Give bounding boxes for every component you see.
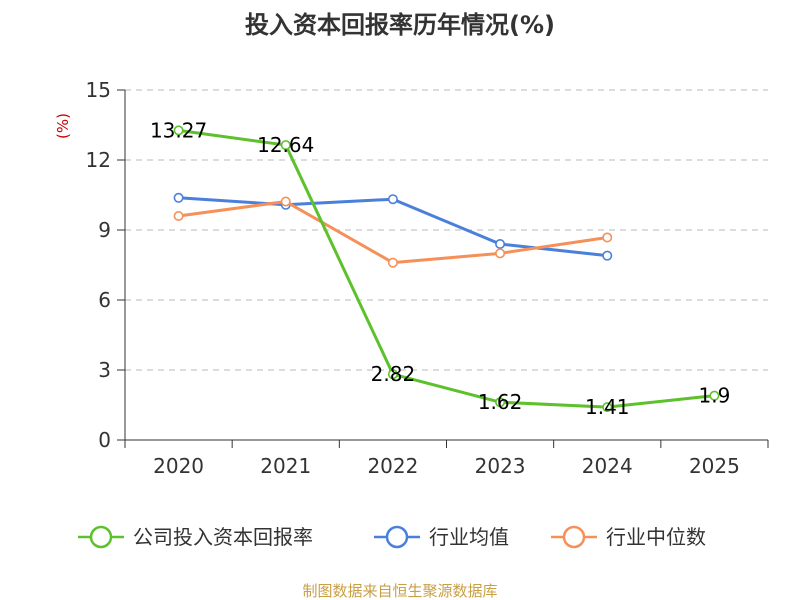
x-tick-label-2024: 2024 xyxy=(582,454,633,478)
x-tick-label-2022: 2022 xyxy=(367,454,418,478)
data-label-2023: 1.62 xyxy=(478,390,523,414)
y-tick-label-6: 6 xyxy=(98,288,111,312)
legend-marker-0 xyxy=(89,525,113,549)
point-2-2024 xyxy=(602,232,613,243)
y-axis-unit: (%) xyxy=(54,113,72,139)
series-group xyxy=(173,125,720,413)
x-tick-label-2020: 2020 xyxy=(153,454,204,478)
point-2-2020 xyxy=(173,211,184,222)
x-tick-label-2023: 2023 xyxy=(475,454,526,478)
y-tick-label-9: 9 xyxy=(98,218,111,242)
series-line-2 xyxy=(178,200,608,265)
x-tick-label-2025: 2025 xyxy=(689,454,740,478)
source-note: 制图数据来自恒生聚源数据库 xyxy=(302,582,497,600)
point-0-2025 xyxy=(709,390,720,401)
series-line-0 xyxy=(178,128,715,409)
y-tick-label-15: 15 xyxy=(86,78,111,102)
point-1-2024 xyxy=(602,250,613,261)
legend-label-1: 行业均值 xyxy=(429,525,509,549)
point-0-2020 xyxy=(173,125,184,136)
point-1-2022 xyxy=(387,194,398,205)
x-tick-label-2021: 2021 xyxy=(260,454,311,478)
legend-label-0: 公司投入资本回报率 xyxy=(133,525,313,549)
gridlines xyxy=(125,89,768,371)
data-label-2020: 13.27 xyxy=(150,118,207,142)
point-0-2021 xyxy=(280,140,291,151)
y-tick-label-3: 3 xyxy=(98,358,111,382)
data-label-2025: 1.9 xyxy=(699,384,731,408)
chart-title: 投入资本回报率历年情况(%) xyxy=(245,11,555,39)
point-2-2023 xyxy=(495,248,506,259)
axes: 0 3 6 9 12 15 2020 2021 2022 2023 2024 2025 xyxy=(86,78,769,478)
legend-marker-1 xyxy=(385,525,409,549)
legend-label-2: 行业中位数 xyxy=(606,525,706,549)
point-2-2022 xyxy=(387,257,398,268)
data-label-2021: 12.64 xyxy=(257,133,314,157)
legend: 公司投入资本回报率 行业均值 行业中位数 xyxy=(78,525,706,549)
y-tick-label-0: 0 xyxy=(98,428,111,452)
point-1-2023 xyxy=(495,239,506,250)
data-labels: 13.27 12.64 2.82 1.62 1.41 1.9 xyxy=(150,118,730,419)
y-tick-label-12: 12 xyxy=(86,148,111,172)
point-0-2024 xyxy=(602,402,613,413)
data-label-2022: 2.82 xyxy=(371,362,416,386)
point-0-2023 xyxy=(495,397,506,408)
point-1-2020 xyxy=(173,192,184,203)
data-label-2024: 1.41 xyxy=(585,395,630,419)
point-2-2021 xyxy=(280,196,291,207)
point-0-2022 xyxy=(387,369,398,380)
legend-marker-2 xyxy=(562,525,586,549)
